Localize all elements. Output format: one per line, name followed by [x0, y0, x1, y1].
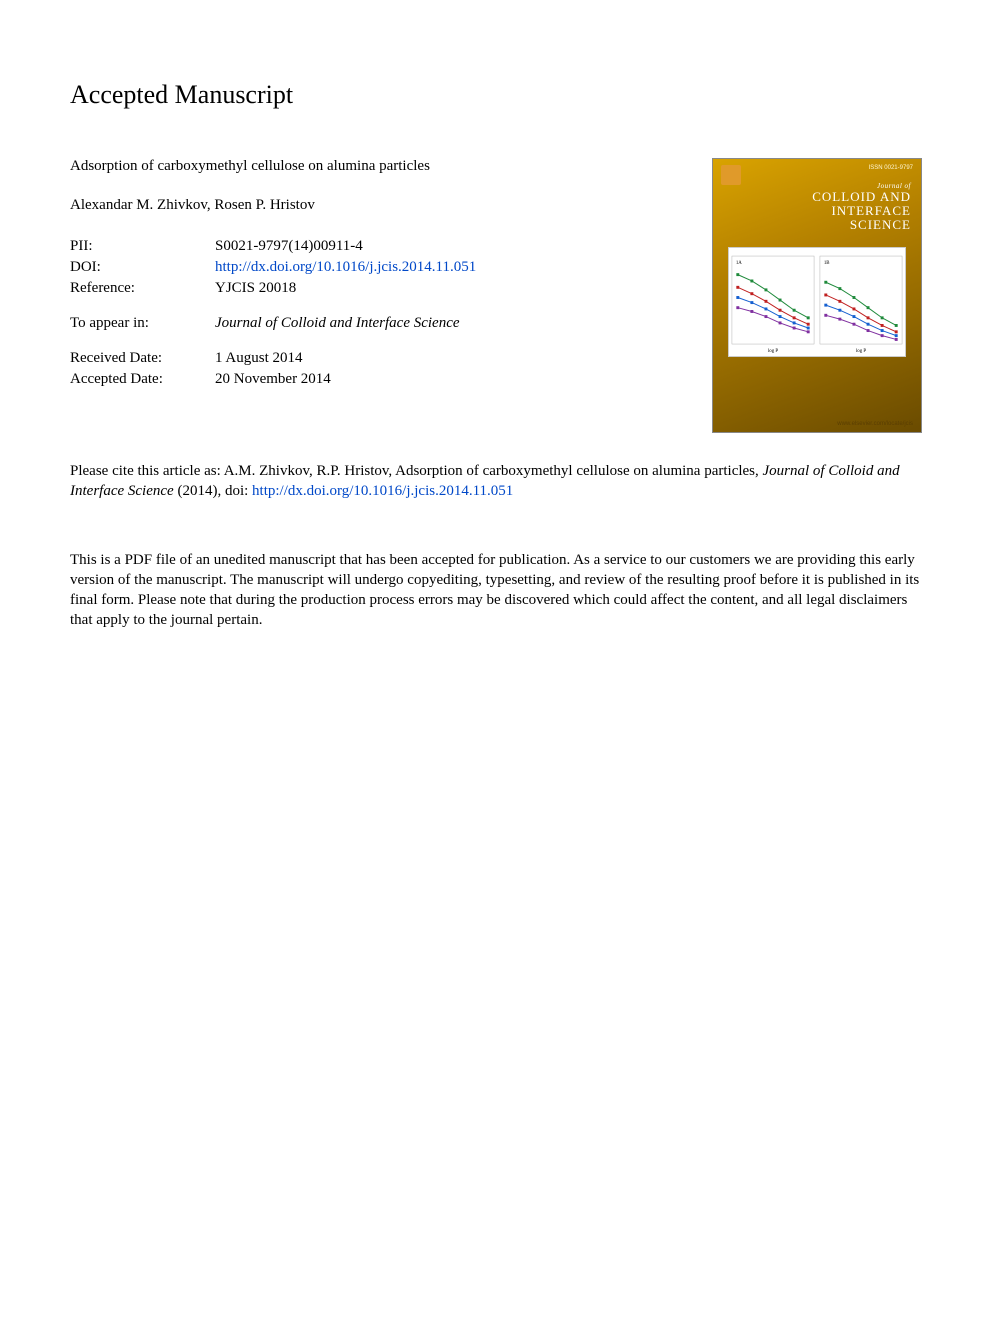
citation-year-doi: (2014), doi: — [174, 483, 252, 499]
cover-chart: 1A log P 1B log P — [728, 247, 906, 357]
cover-title: Journal of COLLOID AND INTERFACE SCIENCE — [812, 183, 911, 231]
svg-text:log P: log P — [768, 349, 778, 354]
left-column: Adsorption of carboxymethyl cellulose on… — [70, 158, 672, 390]
metadata-table: PII: S0021-9797(14)00911-4 DOI: http://d… — [70, 236, 476, 390]
appear-label: To appear in: — [70, 313, 215, 334]
meta-row-reference: Reference: YJCIS 20018 — [70, 278, 476, 299]
cover-url: www.elsevier.com/locate/jcis — [837, 421, 913, 427]
accepted-label: Accepted Date: — [70, 369, 215, 390]
received-value: 1 August 2014 — [215, 348, 476, 369]
cover-chart-svg: 1A log P 1B log P — [729, 248, 905, 356]
svg-text:log P: log P — [856, 349, 866, 354]
cover-issn: ISSN 0021-9797 — [869, 165, 913, 171]
citation-doi-link[interactable]: http://dx.doi.org/10.1016/j.jcis.2014.11… — [252, 483, 513, 499]
cover-name-1: COLLOID AND — [812, 190, 911, 204]
pii-label: PII: — [70, 236, 215, 257]
authors: Alexandar M. Zhivkov, Rosen P. Hristov — [70, 197, 672, 214]
reference-value: YJCIS 20018 — [215, 278, 476, 299]
article-title: Adsorption of carboxymethyl cellulose on… — [70, 158, 672, 175]
doi-label: DOI: — [70, 257, 215, 278]
meta-row-pii: PII: S0021-9797(14)00911-4 — [70, 236, 476, 257]
journal-cover: ISSN 0021-9797 Journal of COLLOID AND IN… — [712, 158, 922, 433]
appear-value: Journal of Colloid and Interface Science — [215, 313, 476, 334]
reference-label: Reference: — [70, 278, 215, 299]
meta-row-received: Received Date: 1 August 2014 — [70, 348, 476, 369]
cover-name-3: SCIENCE — [812, 218, 911, 232]
disclaimer-text: This is a PDF file of an unedited manusc… — [70, 550, 922, 631]
elsevier-logo-icon — [721, 165, 741, 185]
received-label: Received Date: — [70, 348, 215, 369]
doi-link[interactable]: http://dx.doi.org/10.1016/j.jcis.2014.11… — [215, 259, 476, 275]
meta-row-doi: DOI: http://dx.doi.org/10.1016/j.jcis.20… — [70, 257, 476, 278]
page-heading: Accepted Manuscript — [70, 80, 922, 110]
pii-value: S0021-9797(14)00911-4 — [215, 236, 476, 257]
top-section: Adsorption of carboxymethyl cellulose on… — [70, 158, 922, 433]
accepted-value: 20 November 2014 — [215, 369, 476, 390]
meta-row-accepted: Accepted Date: 20 November 2014 — [70, 369, 476, 390]
cover-name-2: INTERFACE — [812, 204, 911, 218]
citation-prefix: Please cite this article as: A.M. Zhivko… — [70, 463, 763, 479]
meta-row-appear: To appear in: Journal of Colloid and Int… — [70, 313, 476, 334]
citation-text: Please cite this article as: A.M. Zhivko… — [70, 461, 922, 502]
svg-text:1B: 1B — [824, 261, 830, 266]
svg-text:1A: 1A — [736, 261, 742, 266]
